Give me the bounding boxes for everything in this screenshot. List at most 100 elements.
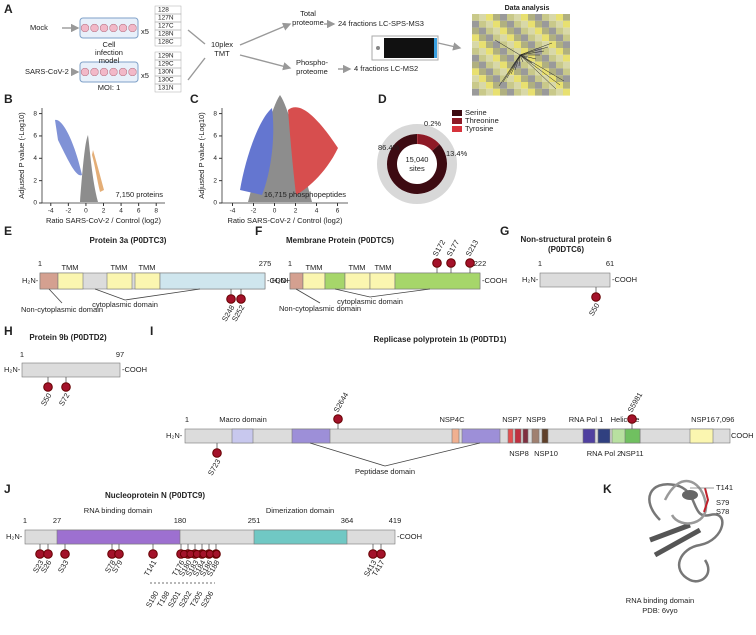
label: Peptidase domain (355, 467, 415, 476)
heat-cell (535, 27, 542, 35)
heat-cell (549, 75, 556, 82)
donut-segment (387, 134, 448, 194)
heat-cell (493, 34, 500, 42)
heat-cell (493, 75, 500, 82)
legend-label: Serine (465, 108, 487, 117)
x-tick-label: 6 (336, 208, 340, 215)
heat-cell (542, 41, 549, 48)
label: 128 (158, 7, 169, 14)
y-tick-label: 8 (213, 110, 217, 117)
panel-letter: C (190, 92, 199, 106)
phospho-site (333, 414, 343, 424)
heat-cell (493, 14, 500, 21)
label: Macro domain (219, 415, 267, 424)
heat-cell (514, 27, 521, 35)
label: Cell (103, 40, 116, 49)
heat-cell (479, 75, 486, 82)
heat-cell (486, 27, 493, 35)
x-tick-label: 0 (84, 208, 88, 215)
heat-cell (549, 54, 556, 62)
heat-cell (486, 82, 493, 89)
heat-cell (542, 27, 549, 35)
heatmap (472, 14, 570, 96)
y-tick-label: 8 (33, 110, 37, 117)
heat-cell (472, 14, 479, 21)
label: sites (409, 164, 425, 173)
label: model (99, 56, 120, 65)
label: TMT (214, 49, 230, 58)
heat-cell (486, 68, 493, 76)
label: NSP4C (439, 415, 465, 424)
phospho-site (114, 549, 124, 559)
heat-cell (528, 68, 535, 76)
heat-cell (479, 61, 486, 69)
label: H₂N- (166, 431, 183, 440)
y-tick-label: 2 (33, 177, 37, 184)
heat-cell (535, 34, 542, 42)
heat-cell (521, 34, 528, 42)
outer-ring (377, 124, 457, 204)
heat-cell (479, 27, 486, 35)
label: TMM (110, 263, 127, 272)
heat-cell (556, 88, 563, 96)
label: Non-cytoplasmic domain (21, 305, 103, 314)
phospho-site (43, 549, 53, 559)
label: Protein 3a (P0DTC3) (90, 236, 167, 245)
x-tick-label: 6 (137, 208, 141, 215)
label: NSP10 (534, 449, 558, 458)
heat-cell (493, 68, 500, 76)
heat-cell (528, 48, 535, 55)
heat-cell (493, 54, 500, 62)
site-label: S172 (431, 238, 448, 258)
heat-cell (528, 88, 535, 96)
domain (39, 272, 59, 290)
network-edge (519, 54, 561, 86)
network-edge (519, 46, 549, 56)
cell (99, 67, 108, 76)
cell (109, 24, 118, 33)
cell (80, 67, 89, 76)
label: -COOH (482, 276, 507, 285)
value-label: 0.2% (424, 119, 441, 128)
heat-cell (486, 75, 493, 82)
label: Nucleoprotein N (P0DTC9) (105, 491, 205, 500)
heat-cell (535, 75, 542, 82)
domain (541, 428, 549, 444)
label: SARS-CoV-2 (25, 67, 69, 76)
panel-letter: E (4, 224, 12, 238)
panel-letter: B (4, 92, 13, 106)
label: proteome (296, 67, 328, 76)
label: 364 (341, 516, 354, 525)
heat-cell (486, 54, 493, 62)
x-tick-label: -2 (65, 208, 71, 215)
network-edge (519, 42, 553, 56)
y-tick-label: 0 (213, 200, 217, 207)
heat-cell (472, 48, 479, 55)
label: Total (300, 9, 316, 18)
label: -COOH (122, 365, 147, 374)
heat-cell (500, 48, 507, 55)
heat-cell (563, 20, 570, 28)
label: T141 (716, 483, 733, 492)
domain (582, 428, 596, 444)
label: Data analysis (505, 5, 550, 12)
heat-cell (479, 82, 486, 89)
heat-cell (472, 82, 479, 89)
label: RNA binding domain (626, 596, 694, 605)
label: Replicase polyprotein 1b (P0DTD1) (374, 335, 507, 344)
phospho-site (591, 292, 601, 302)
heat-cell (479, 20, 486, 28)
y-tick-label: 6 (213, 133, 217, 140)
phospho-site (212, 549, 221, 559)
y-tick-label: 4 (213, 155, 217, 162)
label: 127C (158, 23, 174, 30)
domain (134, 272, 161, 290)
heat-cell (528, 82, 535, 89)
domain (461, 428, 501, 444)
label: NSP8 (509, 449, 529, 458)
panel-letter: K (603, 482, 612, 496)
heat-cell (486, 48, 493, 55)
label: -COOH (397, 532, 422, 541)
heat-cell (535, 14, 542, 21)
phospho-site (432, 258, 442, 268)
